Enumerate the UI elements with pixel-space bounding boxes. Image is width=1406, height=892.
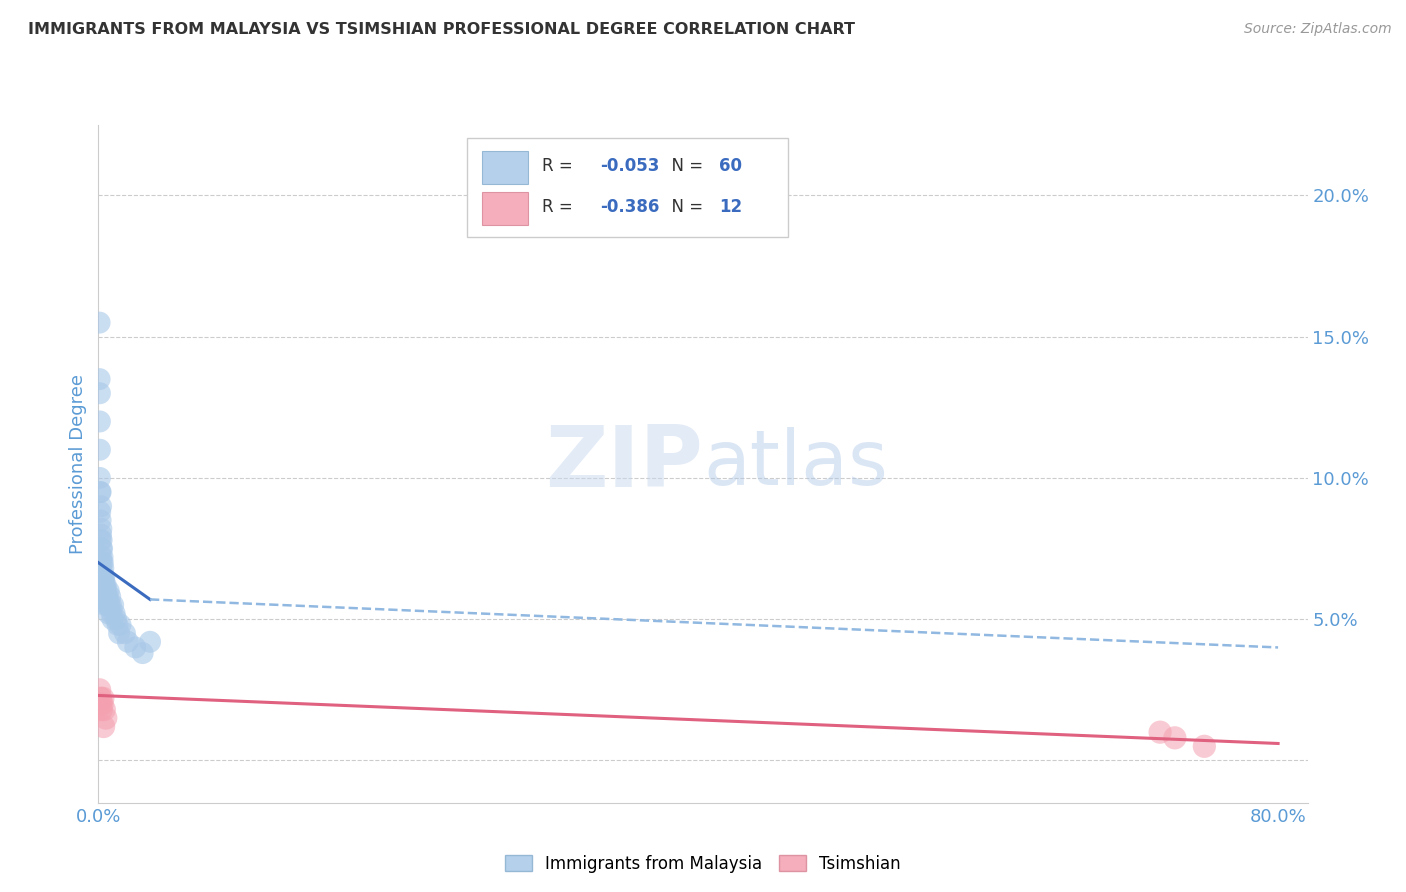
Point — [93, 590, 115, 604]
Point — [90, 691, 112, 706]
Point — [108, 626, 131, 640]
Point — [89, 442, 111, 457]
Point — [89, 697, 111, 711]
Point — [93, 570, 115, 584]
Point — [90, 522, 112, 536]
Point — [89, 471, 111, 485]
Point — [131, 646, 153, 660]
Legend: Immigrants from Malaysia, Tsimshian: Immigrants from Malaysia, Tsimshian — [499, 848, 907, 880]
Point — [98, 598, 121, 612]
Point — [101, 598, 124, 612]
Point — [139, 635, 162, 649]
Point — [100, 598, 122, 612]
Point — [124, 640, 146, 655]
Point — [94, 590, 117, 604]
Point — [96, 598, 118, 612]
Point — [93, 575, 115, 590]
Point — [104, 607, 127, 621]
Point — [97, 590, 120, 604]
Point — [90, 549, 112, 565]
Point — [97, 607, 120, 621]
Point — [91, 556, 114, 570]
Point — [94, 578, 117, 592]
Point — [89, 372, 111, 386]
FancyBboxPatch shape — [482, 152, 527, 184]
Text: 60: 60 — [718, 157, 742, 175]
Text: N =: N = — [661, 157, 709, 175]
Point — [91, 697, 114, 711]
Point — [1164, 731, 1187, 745]
Point — [1149, 725, 1171, 739]
Point — [94, 598, 117, 612]
Point — [90, 561, 112, 575]
Point — [90, 500, 112, 514]
Point — [97, 598, 120, 612]
Point — [97, 584, 120, 599]
Point — [89, 316, 111, 330]
Point — [114, 626, 136, 640]
Point — [89, 415, 111, 429]
Point — [91, 570, 114, 584]
Point — [91, 541, 114, 556]
Point — [101, 612, 124, 626]
Text: N =: N = — [661, 198, 709, 216]
Point — [89, 386, 111, 401]
Text: 12: 12 — [718, 198, 742, 216]
Text: atlas: atlas — [703, 427, 887, 500]
Point — [89, 505, 111, 519]
Point — [117, 635, 139, 649]
Point — [94, 711, 117, 725]
Point — [105, 612, 128, 626]
Point — [93, 703, 115, 717]
Point — [91, 691, 114, 706]
Y-axis label: Professional Degree: Professional Degree — [69, 374, 87, 554]
Point — [90, 485, 112, 500]
Point — [91, 584, 114, 599]
Point — [90, 513, 112, 527]
Point — [90, 556, 112, 570]
Point — [91, 549, 114, 565]
Point — [93, 590, 115, 604]
Text: R =: R = — [543, 198, 578, 216]
Point — [93, 570, 115, 584]
Point — [94, 578, 117, 592]
Text: -0.386: -0.386 — [600, 198, 659, 216]
Point — [90, 527, 112, 541]
Point — [91, 578, 114, 592]
Point — [98, 590, 121, 604]
FancyBboxPatch shape — [467, 138, 787, 236]
Point — [89, 682, 111, 697]
Text: -0.053: -0.053 — [600, 157, 659, 175]
FancyBboxPatch shape — [482, 192, 527, 225]
Text: IMMIGRANTS FROM MALAYSIA VS TSIMSHIAN PROFESSIONAL DEGREE CORRELATION CHART: IMMIGRANTS FROM MALAYSIA VS TSIMSHIAN PR… — [28, 22, 855, 37]
Text: Source: ZipAtlas.com: Source: ZipAtlas.com — [1244, 22, 1392, 37]
Point — [91, 561, 114, 575]
Point — [93, 719, 115, 733]
Point — [90, 533, 112, 548]
Text: ZIP: ZIP — [546, 422, 703, 506]
Point — [94, 584, 117, 599]
Point — [89, 485, 111, 500]
Point — [90, 703, 112, 717]
Point — [94, 590, 117, 604]
Point — [96, 592, 118, 607]
Text: R =: R = — [543, 157, 578, 175]
Point — [100, 607, 122, 621]
Point — [107, 617, 129, 632]
Point — [96, 584, 118, 599]
Point — [90, 533, 112, 548]
Point — [1194, 739, 1216, 754]
Point — [110, 617, 132, 632]
Point — [90, 541, 112, 556]
